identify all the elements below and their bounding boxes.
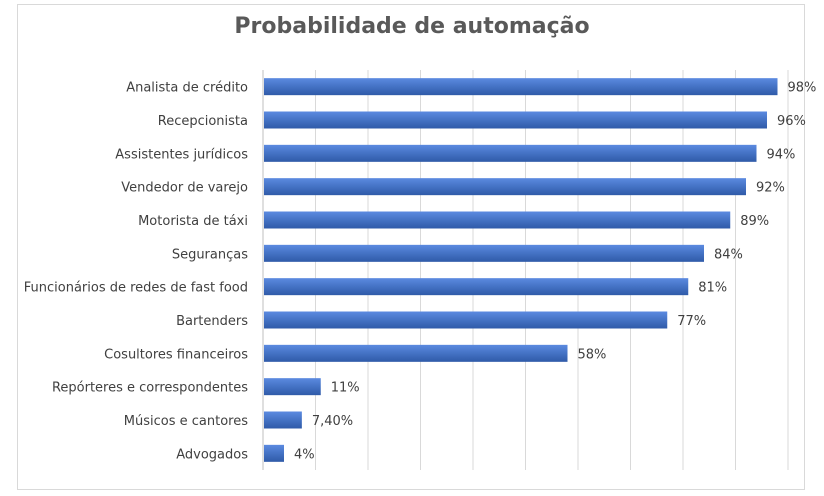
value-labels: 98% 96% 94% 92% 89% 84% 81% 77% 58% 11% 7,40% 4% — [294, 81, 816, 463]
category-label: Advogados — [176, 447, 248, 462]
bar — [264, 78, 778, 96]
value-label: 58% — [578, 347, 607, 362]
chart-title: Probabilidade de automação — [234, 14, 590, 39]
value-label: 77% — [677, 314, 706, 329]
category-label: Músicos e cantores — [124, 414, 248, 429]
category-label: Seguranças — [172, 247, 248, 262]
category-label: Cosultores financeiros — [104, 347, 248, 362]
value-label: 94% — [767, 147, 796, 162]
bar — [264, 444, 284, 462]
value-label: 7,40% — [312, 414, 353, 429]
value-label: 84% — [714, 247, 743, 262]
value-label: 89% — [740, 214, 769, 229]
category-label: Recepcionista — [158, 114, 248, 129]
value-label: 98% — [788, 81, 817, 96]
bar — [264, 411, 302, 429]
category-label: Assistentes jurídicos — [115, 147, 248, 162]
bar — [264, 311, 668, 329]
category-labels: Analista de crédito Recepcionista Assisten… — [24, 81, 248, 463]
category-label: Motorista de táxi — [138, 214, 248, 229]
bars — [264, 78, 778, 462]
value-label: 81% — [698, 281, 727, 296]
value-label: 96% — [777, 114, 806, 129]
bar — [264, 344, 568, 362]
bar — [264, 244, 704, 262]
category-label: Vendedor de varejo — [121, 181, 248, 196]
bar — [264, 144, 757, 162]
bar — [264, 211, 731, 229]
bar — [264, 378, 321, 396]
bar — [264, 111, 767, 129]
bar — [264, 178, 746, 196]
bar — [264, 278, 689, 296]
category-label: Funcionários de redes de fast food — [24, 281, 248, 296]
gridlines — [262, 70, 789, 470]
category-label: Analista de crédito — [126, 81, 248, 96]
category-label: Repórteres e correspondentes — [52, 381, 248, 396]
value-label: 11% — [331, 381, 360, 396]
value-label: 4% — [294, 447, 315, 462]
value-label: 92% — [756, 181, 785, 196]
category-label: Bartenders — [176, 314, 248, 329]
